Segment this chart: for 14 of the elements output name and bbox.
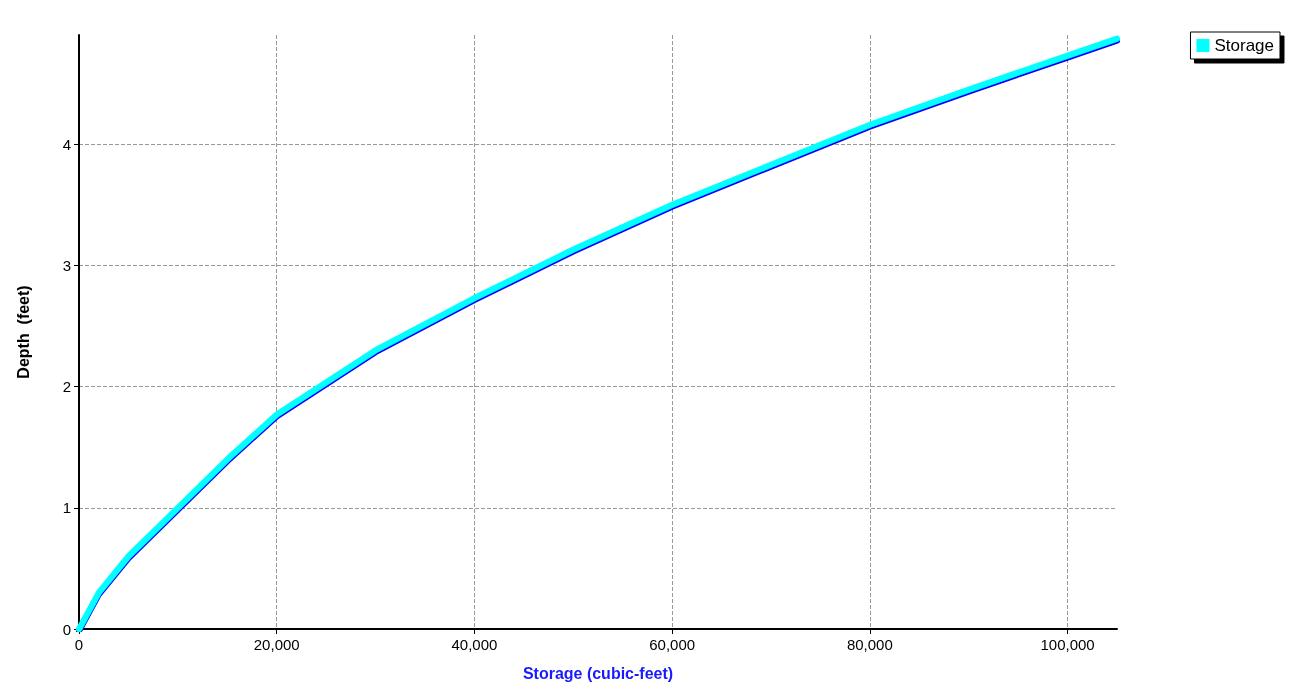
y-axis-title: Depth (feet)	[14, 285, 32, 379]
y-tick-label: 3	[62, 256, 71, 274]
x-tick-label: 60,000	[649, 636, 696, 653]
x-tick-label: 0	[74, 636, 84, 653]
x-tick-label: 100,000	[1040, 636, 1095, 653]
x-tick-label: 20,000	[253, 636, 300, 653]
x-axis-title: Storage (cubic-feet)	[522, 664, 674, 682]
y-tick-label: 0	[62, 620, 71, 638]
x-tick-label: 40,000	[451, 636, 498, 653]
y-tick-label: 1	[62, 499, 71, 517]
x-tick-label: 80,000	[846, 636, 893, 653]
y-tick-label: 4	[62, 135, 71, 153]
legend-label: Storage	[1214, 36, 1275, 55]
y-tick-label: 2	[62, 378, 71, 396]
